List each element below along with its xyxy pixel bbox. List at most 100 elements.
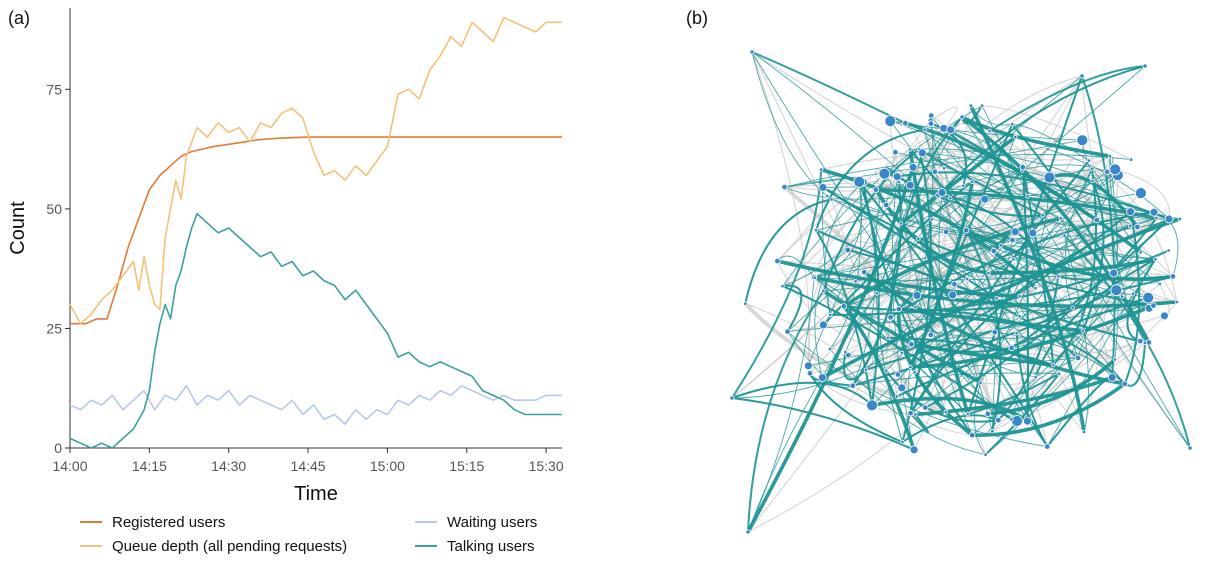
- x-tick-label: 15:30: [529, 458, 564, 474]
- network-node: [1090, 167, 1094, 171]
- network-node: [898, 384, 906, 392]
- network-node: [918, 149, 926, 157]
- network-edge: [981, 365, 1054, 384]
- network-node: [1143, 64, 1147, 68]
- network-node: [1131, 292, 1135, 296]
- network-node: [883, 202, 889, 208]
- network-node: [1135, 188, 1146, 199]
- network-node: [899, 222, 903, 226]
- network-node: [1010, 122, 1014, 126]
- network-node: [952, 281, 958, 287]
- network-node: [841, 304, 847, 310]
- network-node: [1154, 257, 1158, 261]
- y-tick-label: 0: [54, 440, 62, 456]
- x-tick-label: 14:00: [52, 458, 87, 474]
- network-node: [1087, 159, 1091, 163]
- network-node: [969, 432, 975, 438]
- series-lines: [70, 18, 562, 448]
- network-node: [1026, 195, 1030, 199]
- legend-label-3: Talking users: [447, 538, 535, 555]
- network-node: [1110, 269, 1118, 277]
- network-node: [1122, 381, 1128, 387]
- network-node: [928, 121, 934, 127]
- network-node: [932, 169, 938, 175]
- network-node: [825, 194, 829, 198]
- network-node: [965, 277, 969, 281]
- network-node: [1113, 358, 1117, 362]
- network-node: [818, 374, 826, 382]
- network-node: [896, 306, 902, 312]
- series-line-3: [70, 214, 562, 448]
- x-tick-label: 15:15: [449, 458, 484, 474]
- network-node: [985, 411, 991, 417]
- network-node: [867, 400, 878, 411]
- network-node: [1143, 292, 1154, 303]
- network-node: [1091, 179, 1095, 183]
- network-node: [1108, 373, 1116, 381]
- x-axis-title: Time: [294, 483, 338, 505]
- network-node: [873, 187, 879, 193]
- network-node: [938, 189, 946, 197]
- network-node: [1071, 306, 1075, 310]
- network-node: [984, 453, 988, 457]
- network-node: [979, 381, 983, 385]
- x-tick-label: 14:30: [211, 458, 246, 474]
- network-node: [923, 405, 929, 411]
- network-node: [822, 289, 826, 293]
- network-node: [909, 163, 917, 171]
- network-node: [1051, 363, 1055, 367]
- network-node: [819, 321, 827, 329]
- network-node: [828, 347, 832, 351]
- network-node: [1014, 135, 1018, 139]
- network-node: [1044, 172, 1055, 183]
- network-node: [999, 244, 1003, 248]
- network-node: [1082, 430, 1086, 434]
- y-axis-title: Count: [7, 201, 29, 255]
- network-node: [1188, 446, 1192, 450]
- network-node: [1059, 216, 1063, 220]
- network-node: [1075, 355, 1081, 361]
- network-node: [1151, 303, 1157, 309]
- network-node: [804, 362, 812, 370]
- network-node: [1170, 274, 1176, 280]
- network-node: [807, 371, 813, 377]
- network-node: [908, 410, 914, 416]
- network-node: [884, 369, 888, 373]
- network-node: [1178, 217, 1182, 221]
- network-edge: [1114, 273, 1173, 276]
- network-node: [875, 292, 879, 296]
- network-node: [775, 258, 781, 264]
- network-node: [909, 342, 915, 348]
- network-node: [1012, 416, 1023, 427]
- y-tick-label: 25: [46, 320, 62, 336]
- network-node: [914, 413, 918, 417]
- network-node: [1020, 164, 1026, 170]
- network-node: [1143, 341, 1147, 345]
- series-line-2: [70, 386, 562, 424]
- network-node: [942, 167, 946, 171]
- network-node: [988, 129, 992, 133]
- network-node: [1135, 224, 1141, 230]
- network-node: [888, 315, 894, 321]
- network-node: [1034, 286, 1038, 290]
- line-chart: 0255075 14:00 14:15 14:30 14:45 15:00 15:15 15…: [0, 0, 600, 563]
- network-node: [910, 446, 918, 454]
- network-node: [844, 350, 848, 354]
- x-tick-label: 14:45: [291, 458, 326, 474]
- network-node: [908, 148, 912, 152]
- network-node: [1077, 135, 1088, 146]
- network-node: [1029, 229, 1037, 237]
- network-node: [746, 530, 750, 534]
- network-node: [1015, 331, 1019, 335]
- network-node: [1155, 216, 1159, 220]
- network-node: [879, 168, 890, 179]
- network-node: [1018, 315, 1022, 319]
- chart-axes: [70, 8, 562, 448]
- network-node: [1139, 251, 1143, 255]
- network-node: [744, 302, 748, 306]
- network-node: [969, 104, 973, 108]
- network-node: [1081, 329, 1085, 333]
- network-node: [1057, 275, 1061, 279]
- network-node: [928, 332, 934, 338]
- network-node: [1120, 295, 1124, 299]
